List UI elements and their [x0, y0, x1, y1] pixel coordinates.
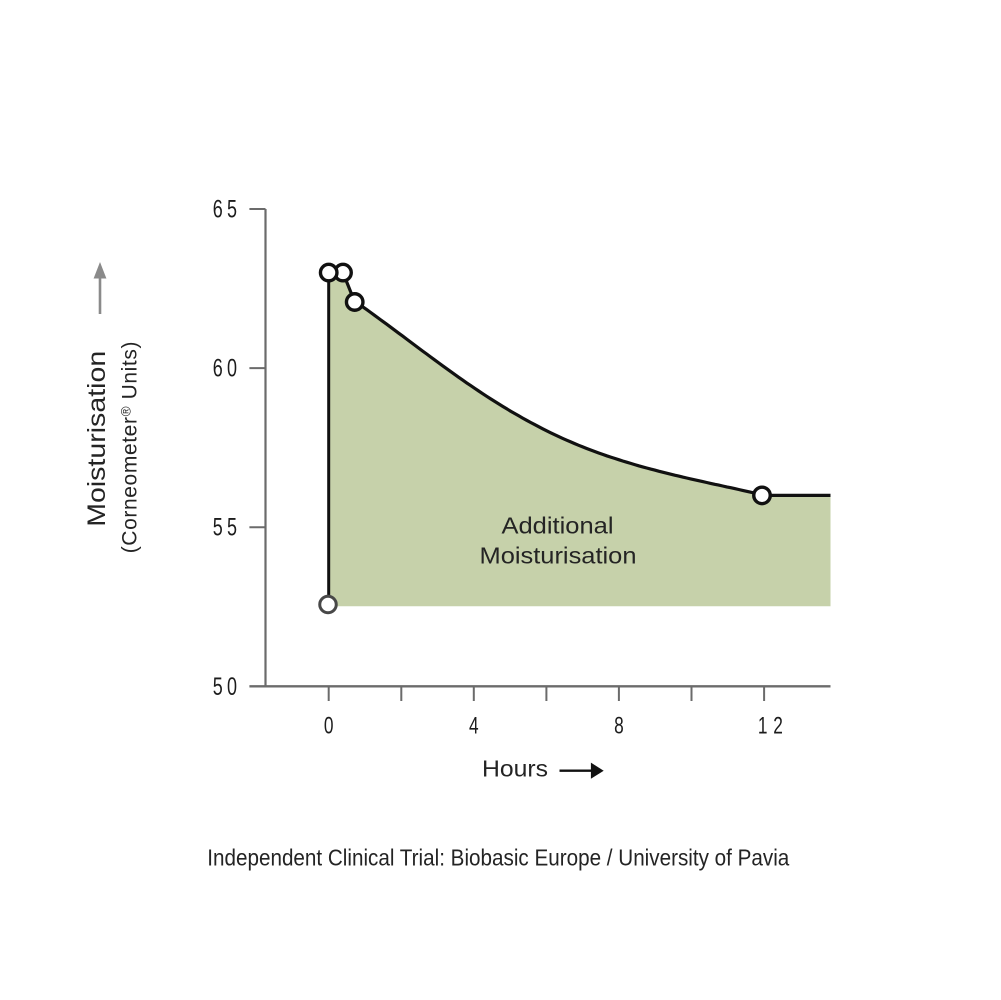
svg-text:50: 50 [213, 672, 241, 701]
svg-text:Independent Clinical Trial: Bi: Independent Clinical Trial: Biobasic Eur… [207, 844, 789, 870]
svg-text:Hours: Hours [482, 755, 548, 781]
svg-text:8: 8 [614, 713, 629, 739]
svg-text:4: 4 [469, 713, 484, 739]
svg-text:60: 60 [213, 354, 241, 383]
svg-text:65: 65 [213, 195, 241, 224]
svg-text:12: 12 [758, 713, 789, 739]
svg-text:Additional: Additional [502, 513, 614, 539]
svg-text:(Corneometer® Units): (Corneometer® Units) [118, 341, 141, 553]
svg-text:55: 55 [213, 513, 241, 542]
svg-text:Moisturisation: Moisturisation [83, 351, 111, 527]
svg-text:0: 0 [324, 713, 339, 739]
svg-text:Moisturisation: Moisturisation [480, 543, 637, 569]
